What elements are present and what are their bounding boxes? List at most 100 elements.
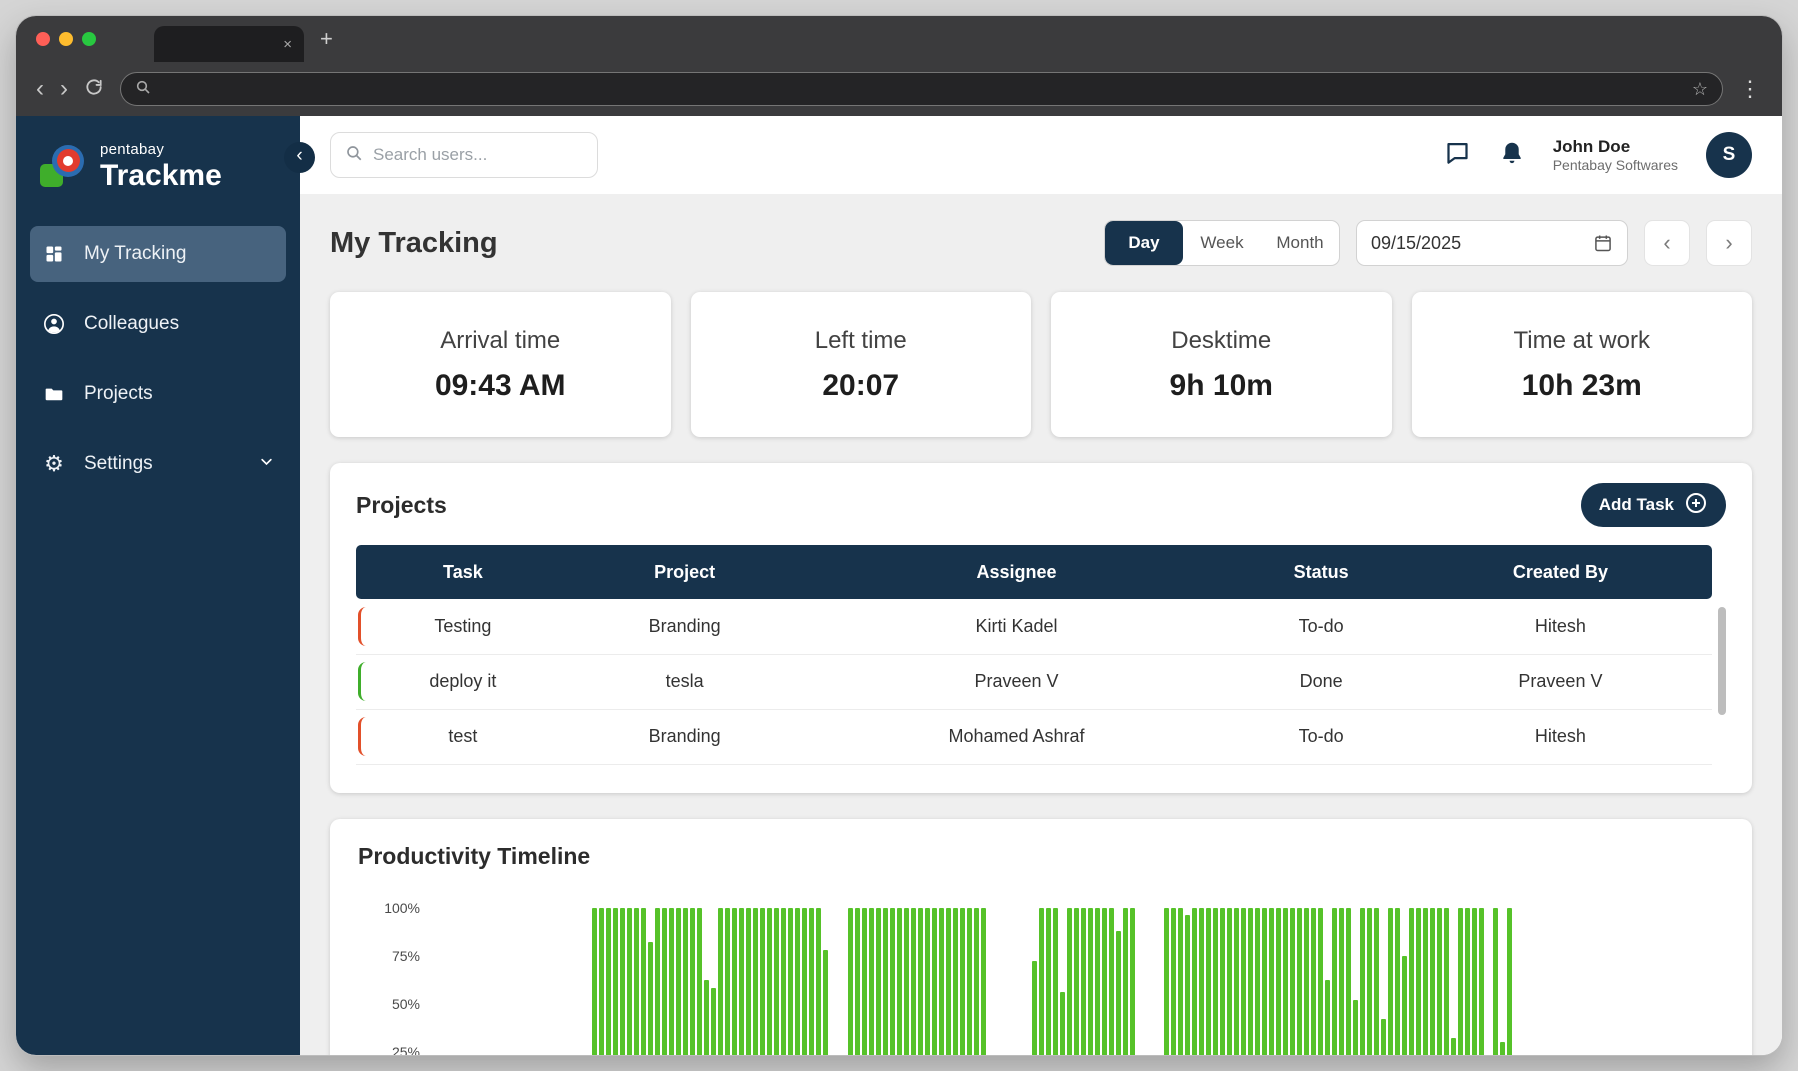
sidebar-collapse-button[interactable]: ‹ [284, 142, 315, 173]
chat-icon[interactable] [1444, 139, 1471, 171]
sidebar-item-projects[interactable]: Projects [30, 366, 286, 422]
person-circle-icon [42, 313, 66, 335]
row-status-accent [358, 717, 366, 756]
productivity-bar [869, 907, 874, 1055]
productivity-bar [781, 907, 786, 1055]
date-value: 09/15/2025 [1371, 232, 1462, 253]
minimize-window-button[interactable] [59, 32, 73, 46]
sidebar-item-my-tracking[interactable]: My Tracking [30, 225, 286, 282]
table-scrollbar[interactable] [1718, 607, 1726, 715]
url-bar[interactable]: ☆ [120, 72, 1723, 106]
productivity-bar [890, 907, 895, 1055]
brand-name-large: Trackme [100, 158, 222, 192]
search-users-input[interactable] [373, 145, 594, 165]
productivity-bar [1353, 999, 1358, 1055]
new-tab-icon[interactable]: + [320, 26, 333, 51]
productivity-bar [1388, 907, 1393, 1055]
productivity-bar [1451, 1038, 1456, 1055]
dashboard-grid-icon [42, 244, 66, 264]
productivity-bar [1116, 930, 1121, 1055]
table-row[interactable]: test Branding Mohamed Ashraf To-do Hites… [356, 709, 1712, 765]
productivity-bar [697, 907, 702, 1055]
productivity-bar [627, 907, 632, 1055]
productivity-bar [683, 907, 688, 1055]
productivity-bar [704, 980, 709, 1055]
productivity-bar [1269, 907, 1274, 1055]
stat-label: Left time [814, 326, 907, 354]
productivity-bar [1046, 907, 1051, 1055]
productivity-bar [676, 907, 681, 1055]
avatar[interactable]: S [1706, 132, 1752, 178]
table-row[interactable]: deploy it tesla Praveen V Done Praveen V [356, 654, 1712, 710]
sidebar-item-label: My Tracking [84, 242, 187, 264]
productivity-bar [1276, 907, 1281, 1055]
productivity-bar [599, 907, 604, 1055]
next-day-button[interactable]: › [1706, 220, 1752, 266]
productivity-bar [823, 949, 828, 1055]
forward-icon[interactable]: › [60, 75, 68, 102]
productivity-bar [1234, 907, 1239, 1055]
y-tick: 100% [384, 899, 420, 916]
search-users-box[interactable] [330, 132, 598, 178]
sidebar-item-settings[interactable]: ⚙ Settings [30, 436, 286, 492]
url-input[interactable] [161, 80, 1682, 98]
chevron-down-icon[interactable] [259, 453, 274, 475]
prev-day-button[interactable]: ‹ [1644, 220, 1690, 266]
bell-icon[interactable] [1499, 140, 1525, 171]
bar-group [848, 907, 986, 1055]
productivity-bar [1178, 907, 1183, 1055]
productivity-bar [711, 988, 716, 1055]
productivity-bar [767, 907, 772, 1055]
browser-toolbar: ‹ › ☆ ⋮ [16, 62, 1782, 116]
projects-card: Projects Add Task [330, 463, 1752, 793]
bookmark-star-icon[interactable]: ☆ [1691, 78, 1708, 99]
reload-icon[interactable] [84, 77, 104, 102]
productivity-bar [932, 907, 937, 1055]
productivity-bar [718, 907, 723, 1055]
add-task-label: Add Task [1598, 495, 1674, 514]
productivity-bar [1171, 907, 1176, 1055]
timeline-bars [440, 907, 1724, 1055]
bar-group [592, 907, 828, 1055]
col-task: Task [356, 545, 570, 599]
productivity-bar [1381, 1018, 1386, 1055]
productivity-bar [1192, 907, 1197, 1055]
y-tick: 25% [391, 1043, 420, 1056]
productivity-bar [1164, 907, 1169, 1055]
bar-group [1032, 907, 1135, 1055]
sidebar-item-colleagues[interactable]: Colleagues [30, 296, 286, 352]
close-window-button[interactable] [36, 32, 50, 46]
stat-value: 09:43 AM [434, 368, 566, 402]
productivity-bar [883, 907, 888, 1055]
table-row[interactable]: Testing Branding Kirti Kadel To-do Hites… [356, 599, 1712, 655]
maximize-window-button[interactable] [82, 32, 96, 46]
date-picker[interactable]: 09/15/2025 [1356, 220, 1628, 266]
add-task-button[interactable]: Add Task [1580, 483, 1726, 527]
col-assignee: Assignee [799, 545, 1234, 599]
productivity-bar [939, 907, 944, 1055]
back-icon[interactable]: ‹ [36, 75, 44, 102]
browser-menu-icon[interactable]: ⋮ [1739, 76, 1762, 101]
productivity-bar [1060, 991, 1065, 1055]
y-tick: 50% [391, 995, 420, 1012]
view-day-button[interactable]: Day [1105, 221, 1183, 265]
table-header-row: Task Project Assignee Status Created By [356, 545, 1712, 599]
user-info: John Doe Pentabay Softwares [1553, 136, 1678, 175]
productivity-bar [1430, 907, 1435, 1055]
productivity-bar [1130, 907, 1135, 1055]
productivity-bar [760, 907, 765, 1055]
url-search-icon [135, 79, 151, 100]
sidebar-nav: My Tracking Colleagues [16, 225, 300, 492]
tab-close-icon[interactable]: × [283, 35, 292, 53]
productivity-bar [1409, 907, 1414, 1055]
view-controls: Day Week Month 09/15/2025 [1104, 220, 1752, 266]
productivity-bar [1479, 907, 1484, 1055]
productivity-bar [1318, 907, 1323, 1055]
view-week-button[interactable]: Week [1183, 221, 1261, 265]
browser-tab[interactable]: × [154, 26, 304, 62]
productivity-bar [1374, 907, 1379, 1055]
calendar-icon[interactable] [1593, 233, 1613, 253]
productivity-bar [1395, 907, 1400, 1055]
view-month-button[interactable]: Month [1261, 221, 1339, 265]
productivity-bar [1493, 907, 1498, 1055]
